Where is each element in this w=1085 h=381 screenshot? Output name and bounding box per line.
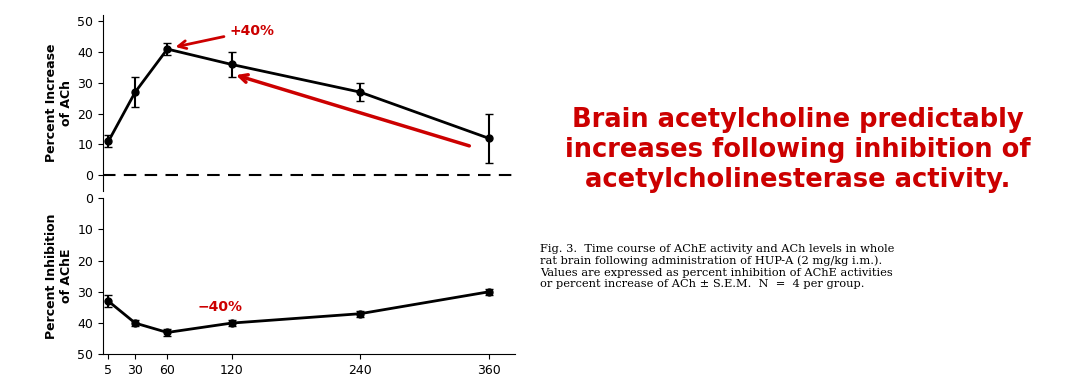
Y-axis label: Percent Increase
of ACh: Percent Increase of ACh <box>46 43 73 162</box>
Y-axis label: Percent Inhibition
of AChE: Percent Inhibition of AChE <box>46 213 73 339</box>
Text: −40%: −40% <box>197 299 242 314</box>
Text: Brain acetylcholine predictably
increases following inhibition of
acetylcholines: Brain acetylcholine predictably increase… <box>564 107 1031 193</box>
Text: +40%: +40% <box>178 24 275 48</box>
Text: Fig. 3.  Time course of AChE activity and ACh levels in whole
rat brain followin: Fig. 3. Time course of AChE activity and… <box>540 244 895 289</box>
